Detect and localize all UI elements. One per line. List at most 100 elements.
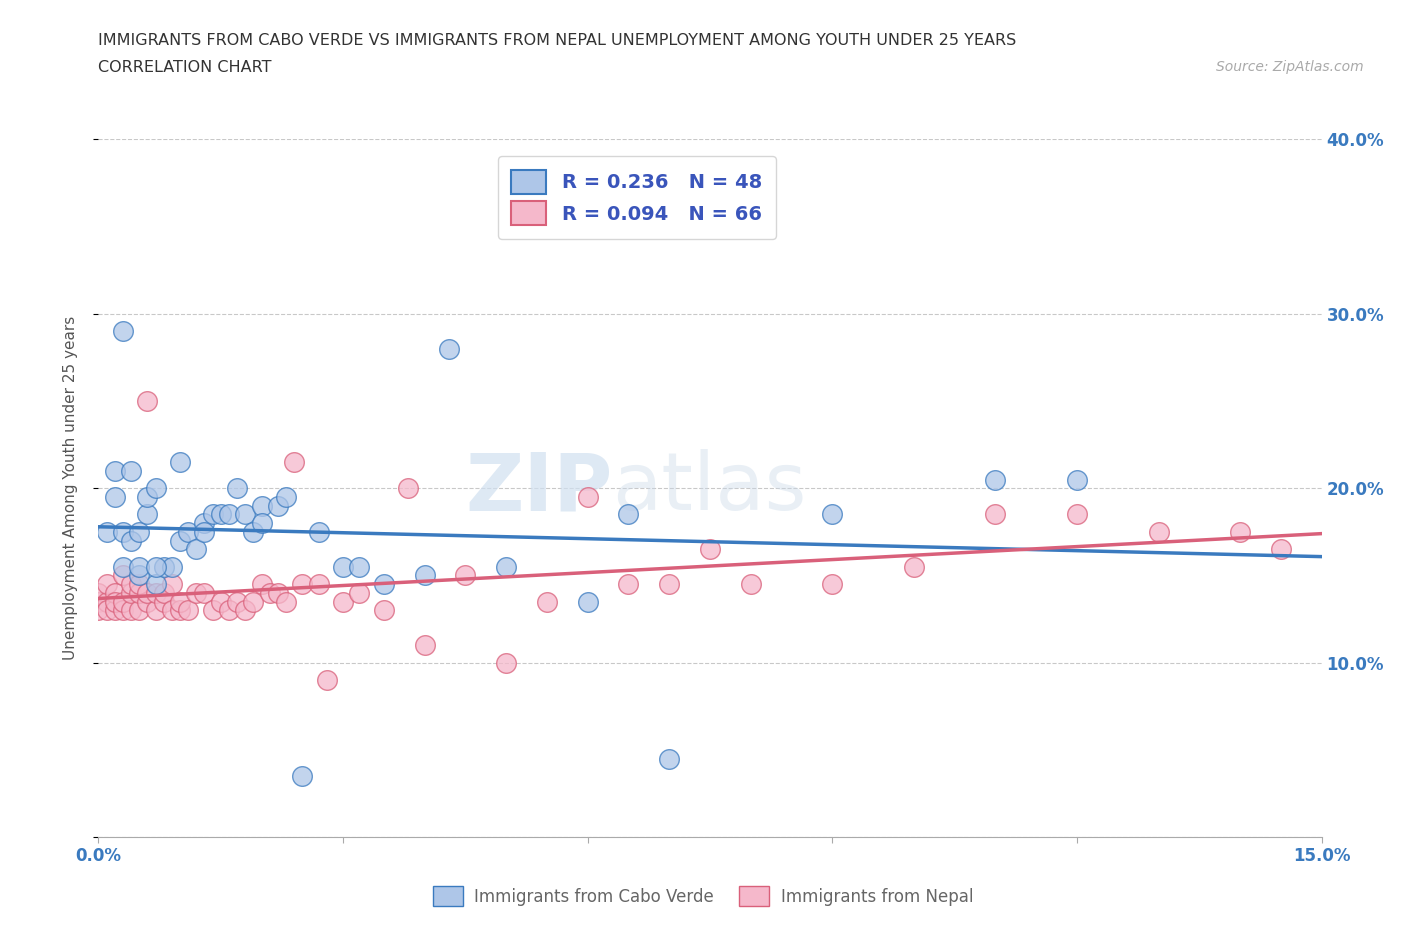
Point: [250, 515, 273, 530]
Point: [128, 577, 150, 591]
Point: [373, 603, 395, 618]
Point: [128, 525, 150, 539]
Point: [145, 481, 167, 496]
Point: [111, 568, 134, 583]
Point: [136, 489, 159, 504]
Point: [111, 559, 134, 574]
Point: [120, 577, 142, 591]
Point: [96, 594, 118, 609]
Point: [454, 568, 477, 583]
Point: [201, 507, 224, 522]
Point: [145, 586, 167, 601]
Point: [413, 568, 436, 583]
Point: [413, 638, 436, 653]
Point: [242, 525, 264, 539]
Point: [495, 656, 517, 671]
Point: [128, 586, 150, 601]
Point: [201, 603, 224, 618]
Point: [177, 525, 200, 539]
Point: [111, 324, 134, 339]
Point: [209, 507, 232, 522]
Point: [315, 672, 337, 687]
Point: [242, 594, 264, 609]
Point: [96, 577, 118, 591]
Legend: R = 0.236   N = 48, R = 0.094   N = 66: R = 0.236 N = 48, R = 0.094 N = 66: [498, 156, 776, 239]
Point: [658, 577, 681, 591]
Point: [903, 559, 925, 574]
Point: [699, 542, 721, 557]
Point: [186, 586, 208, 601]
Point: [104, 594, 127, 609]
Point: [169, 603, 191, 618]
Point: [169, 455, 191, 470]
Point: [259, 586, 281, 601]
Point: [87, 586, 110, 601]
Point: [169, 594, 191, 609]
Point: [136, 393, 159, 408]
Point: [218, 507, 240, 522]
Point: [128, 603, 150, 618]
Point: [1066, 472, 1088, 487]
Point: [283, 455, 305, 470]
Point: [104, 603, 127, 618]
Point: [396, 481, 419, 496]
Point: [136, 586, 159, 601]
Point: [177, 603, 200, 618]
Point: [349, 559, 371, 574]
Point: [120, 603, 142, 618]
Point: [226, 481, 249, 496]
Point: [1147, 525, 1170, 539]
Point: [1270, 542, 1292, 557]
Point: [349, 586, 371, 601]
Point: [104, 586, 127, 601]
Point: [111, 594, 134, 609]
Point: [104, 489, 127, 504]
Point: [160, 603, 183, 618]
Point: [658, 751, 681, 766]
Point: [226, 594, 249, 609]
Text: Source: ZipAtlas.com: Source: ZipAtlas.com: [1216, 60, 1364, 74]
Point: [495, 559, 517, 574]
Text: ZIP: ZIP: [465, 449, 612, 527]
Point: [617, 507, 640, 522]
Point: [96, 603, 118, 618]
Point: [740, 577, 762, 591]
Point: [308, 525, 330, 539]
Point: [186, 542, 208, 557]
Point: [87, 603, 110, 618]
Text: IMMIGRANTS FROM CABO VERDE VS IMMIGRANTS FROM NEPAL UNEMPLOYMENT AMONG YOUTH UND: IMMIGRANTS FROM CABO VERDE VS IMMIGRANTS…: [98, 33, 1017, 47]
Point: [87, 594, 110, 609]
Point: [152, 559, 174, 574]
Point: [1066, 507, 1088, 522]
Point: [128, 568, 150, 583]
Point: [120, 463, 142, 478]
Point: [291, 577, 314, 591]
Point: [250, 498, 273, 513]
Point: [152, 586, 174, 601]
Point: [308, 577, 330, 591]
Point: [267, 498, 290, 513]
Point: [160, 559, 183, 574]
Point: [145, 603, 167, 618]
Point: [984, 472, 1007, 487]
Point: [617, 577, 640, 591]
Point: [193, 525, 215, 539]
Point: [332, 594, 354, 609]
Text: CORRELATION CHART: CORRELATION CHART: [98, 60, 271, 75]
Point: [136, 594, 159, 609]
Point: [111, 603, 134, 618]
Text: atlas: atlas: [612, 449, 807, 527]
Point: [136, 507, 159, 522]
Point: [373, 577, 395, 591]
Point: [128, 559, 150, 574]
Point: [145, 577, 167, 591]
Point: [437, 341, 460, 356]
Point: [104, 463, 127, 478]
Point: [274, 594, 297, 609]
Point: [274, 489, 297, 504]
Point: [209, 594, 232, 609]
Point: [233, 507, 256, 522]
Point: [120, 533, 142, 548]
Point: [152, 594, 174, 609]
Point: [821, 507, 844, 522]
